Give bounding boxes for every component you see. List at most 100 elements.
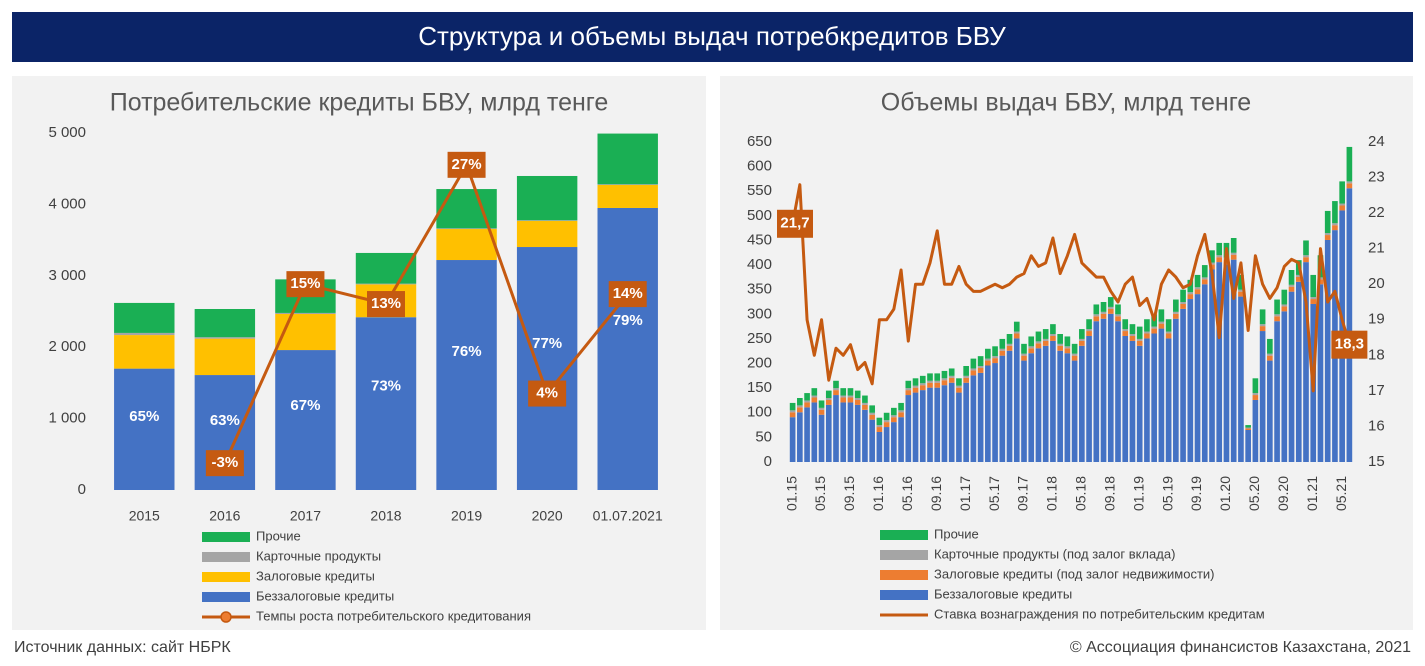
bar-segment <box>941 380 948 386</box>
bar-segment <box>1107 308 1114 314</box>
y2-tick-label: 17 <box>1368 382 1385 399</box>
bar-segment <box>970 375 977 462</box>
bar-segment <box>1187 294 1194 300</box>
bar-segment <box>1288 286 1295 292</box>
bar-segment <box>1230 252 1237 255</box>
bar-segment <box>869 412 875 415</box>
bar-segment <box>1035 341 1042 344</box>
x-tick-label: 01.20 <box>1217 476 1233 511</box>
label-box <box>777 209 813 238</box>
y-tick-label: 350 <box>747 281 772 298</box>
y-tick-label: 400 <box>747 256 772 273</box>
bar-segment <box>194 337 256 339</box>
bar-segment <box>797 405 803 408</box>
line <box>791 183 1351 393</box>
bar-segment <box>1310 299 1317 304</box>
bar-segment <box>1129 334 1136 336</box>
y2-tick-label: 24 <box>1368 133 1385 150</box>
bar-segment <box>854 399 861 405</box>
bar-segment <box>963 375 969 378</box>
bar-segment <box>516 220 578 248</box>
bar-segment <box>1006 334 1013 344</box>
bar-segment <box>1216 242 1223 256</box>
bar-segment <box>1021 343 1027 354</box>
bar-segment <box>275 350 336 490</box>
bar-segment <box>1173 299 1179 312</box>
bar-segment <box>1252 393 1259 396</box>
bar-segment <box>1259 326 1266 332</box>
y2-tick-label: 21 <box>1368 240 1385 257</box>
chart-title: Объемы выдач БВУ, млрд тенге <box>881 89 1251 117</box>
bar-segment <box>1107 297 1114 307</box>
legend-swatch <box>880 550 928 560</box>
label-box <box>447 151 486 178</box>
bar-segment <box>1071 353 1078 356</box>
bar-segment <box>1281 311 1288 462</box>
y-tick-label: 500 <box>747 207 772 224</box>
bar-segment <box>898 417 904 462</box>
bar-segment <box>1288 284 1295 287</box>
bar-segment <box>818 400 825 408</box>
bar-segment <box>1180 308 1186 462</box>
bar-segment <box>1339 205 1345 211</box>
bar-segment <box>597 184 658 185</box>
y-tick-label: 650 <box>747 133 772 150</box>
x-tick-label: 05.15 <box>812 476 828 511</box>
x-tick-label: 2015 <box>129 508 160 524</box>
bar-segment <box>992 363 998 462</box>
bar-segment <box>1252 395 1259 400</box>
bar-segment <box>1064 336 1071 347</box>
bar-segment <box>811 388 818 396</box>
bar-segment <box>1144 338 1150 462</box>
bar-segment <box>1209 269 1215 462</box>
x-tick-label: 05.17 <box>986 476 1002 511</box>
bar-segment <box>1194 289 1201 295</box>
bar-segment <box>1129 340 1136 462</box>
bar-segment <box>1021 360 1027 462</box>
bar-segment <box>1115 314 1121 317</box>
bar-segment <box>992 356 998 359</box>
bar-segment <box>1194 294 1201 462</box>
bar-segment <box>1115 316 1121 322</box>
bar-segment <box>1107 313 1114 462</box>
y2-tick-label: 22 <box>1368 204 1385 221</box>
bar-segment <box>956 378 962 386</box>
bar-segment <box>985 365 991 462</box>
x-tick-label: 01.17 <box>957 476 973 511</box>
bar-segment <box>883 420 890 423</box>
bar-segment <box>847 388 854 396</box>
bar-segment <box>1013 321 1020 332</box>
bar-segment <box>1100 302 1107 312</box>
bar-segment <box>1303 255 1309 258</box>
bar-segment <box>1274 299 1280 315</box>
bar-segment <box>970 368 977 371</box>
line-value-label: 27% <box>452 156 482 173</box>
bar-segment <box>1158 321 1165 324</box>
bar-segment <box>963 366 969 376</box>
header-title: Структура и объемы выдач потребкредитов … <box>418 21 1006 51</box>
y2-tick-label: 19 <box>1368 311 1385 328</box>
bar-segment <box>1093 314 1100 317</box>
bar-segment <box>1165 338 1172 462</box>
bar-segment <box>1100 318 1107 462</box>
bar-segment <box>992 346 998 357</box>
bar-segment <box>905 390 912 396</box>
legend-label: Темпы роста потребительского кредитовани… <box>256 608 531 623</box>
x-tick-label: 09.18 <box>1101 476 1117 511</box>
bar-segment <box>1346 188 1353 462</box>
bar-segment <box>1324 233 1331 236</box>
bar-segment <box>1324 235 1331 240</box>
bar-segment <box>1295 274 1302 277</box>
chart-title: Потребительские кредиты БВУ, млрд тенге <box>110 89 609 117</box>
legend-swatch <box>202 532 250 542</box>
bar-segment <box>1013 338 1020 462</box>
bar-segment <box>1281 304 1288 307</box>
bar-segment <box>1317 279 1324 285</box>
bar-segment <box>992 358 998 364</box>
bar-segment <box>355 317 417 490</box>
bar-segment <box>934 382 941 388</box>
source: Источник данных: сайт НБРК <box>14 639 231 656</box>
y-tick-label: 200 <box>747 355 772 372</box>
bar-segment <box>1144 333 1150 339</box>
legend-swatch <box>202 572 250 582</box>
